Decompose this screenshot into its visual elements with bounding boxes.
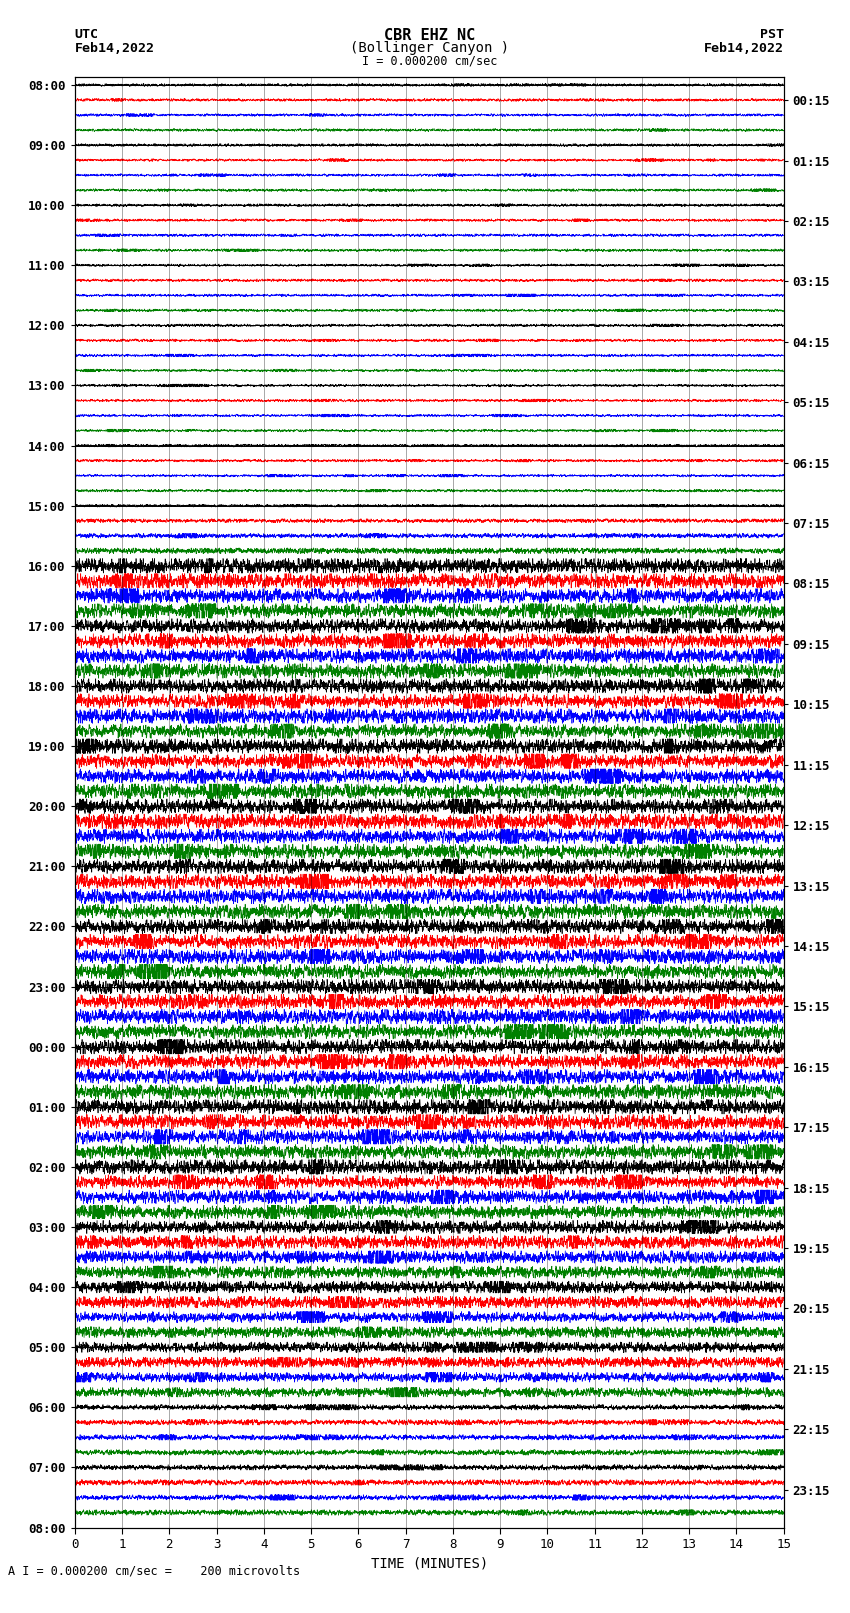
Text: (Bollinger Canyon ): (Bollinger Canyon ) [349,40,509,55]
Text: I = 0.000200 cm/sec: I = 0.000200 cm/sec [361,55,497,68]
X-axis label: TIME (MINUTES): TIME (MINUTES) [371,1557,488,1571]
Text: UTC: UTC [75,27,99,40]
Text: PST: PST [760,27,784,40]
Text: CBR EHZ NC: CBR EHZ NC [383,27,475,44]
Text: A I = 0.000200 cm/sec =    200 microvolts: A I = 0.000200 cm/sec = 200 microvolts [8,1565,301,1578]
Text: Feb14,2022: Feb14,2022 [704,42,784,55]
Text: Feb14,2022: Feb14,2022 [75,42,155,55]
